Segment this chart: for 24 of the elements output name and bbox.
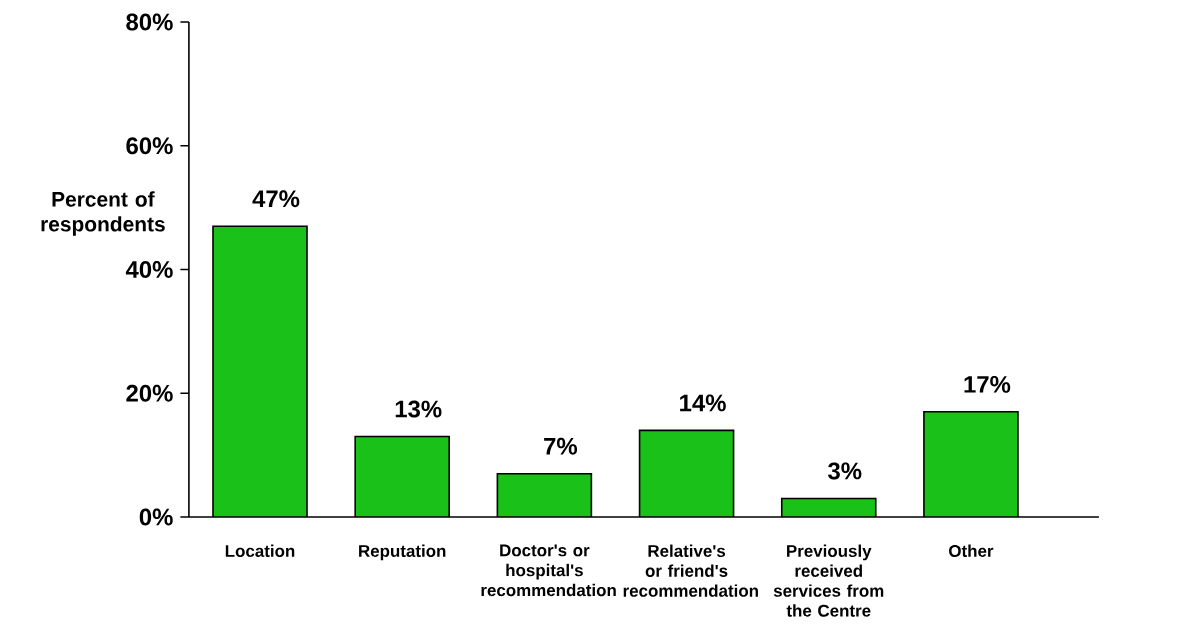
x-tick-label: Doctor's or hospital's recommendation (481, 544, 616, 597)
data-label: 47% (252, 190, 300, 208)
y-tick-label: 80% (126, 13, 173, 31)
bar (781, 498, 876, 517)
data-label: 14% (680, 394, 726, 412)
x-tick-label: Reputation (359, 544, 446, 561)
x-tick-label: Location (225, 544, 295, 557)
x-tick-label: Previously received services from the Centre (773, 544, 884, 617)
bar (639, 430, 734, 517)
data-label: 7% (544, 437, 578, 455)
data-label: 17% (964, 375, 1011, 393)
data-label: 13% (395, 400, 442, 418)
bar (923, 411, 1019, 517)
y-tick-label: 60% (126, 137, 173, 155)
y-tick-label: 40% (125, 261, 173, 278)
y-tick-label: 0% (139, 508, 173, 526)
y-axis-title: Percent of respondents (41, 191, 165, 236)
bar (213, 226, 307, 517)
y-tick-label: 20% (126, 384, 173, 402)
x-tick-label: Other (949, 544, 994, 557)
bar (355, 436, 450, 517)
x-tick-label: Relative's or friend's recommendation (623, 544, 758, 597)
bar (497, 473, 592, 517)
data-label: 3% (828, 462, 862, 480)
